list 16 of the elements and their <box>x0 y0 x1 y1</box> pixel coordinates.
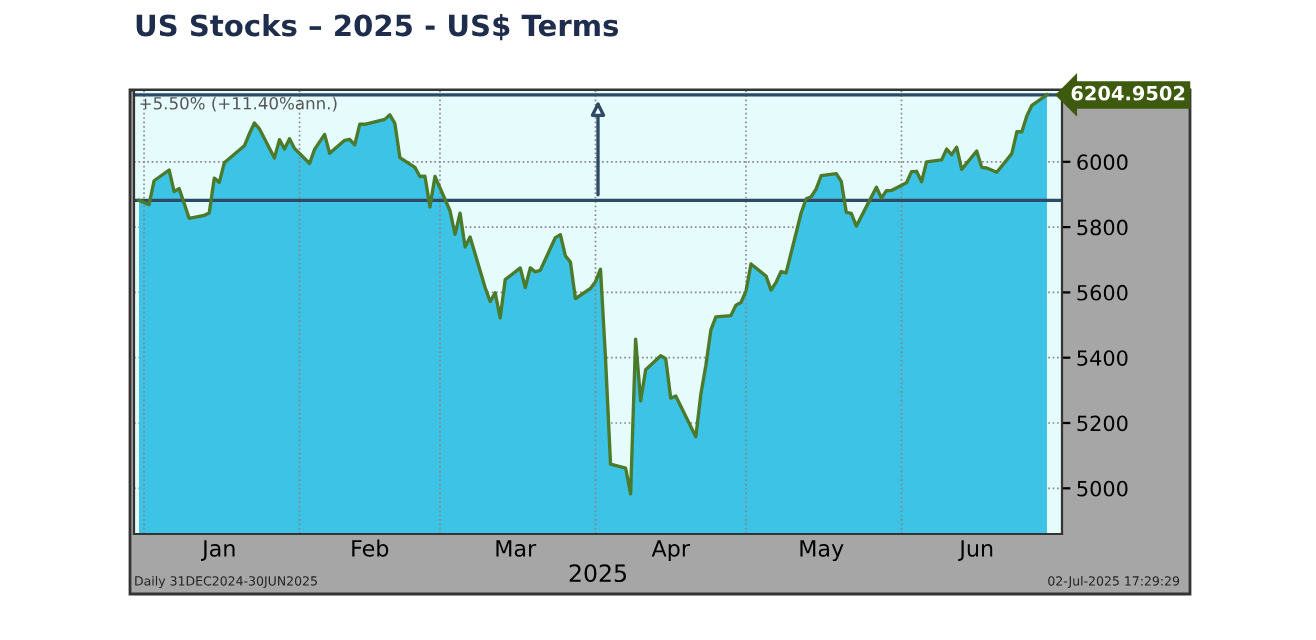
y-tick-label: 5400 <box>1077 350 1128 366</box>
x-tick-label: Jan <box>201 540 235 561</box>
y-tick-label: 5800 <box>1077 219 1128 236</box>
x-axis-title: 2025 <box>569 564 626 583</box>
y-tick-label: 5200 <box>1077 415 1128 432</box>
x-tick-label: Mar <box>496 540 537 557</box>
ref-line-label: 6204.9502 <box>1071 85 1185 101</box>
y-tick-label: 5600 <box>1077 284 1128 301</box>
y-tick-label: 6000 <box>1077 154 1128 171</box>
x-tick-label: Feb <box>352 539 389 557</box>
x-tick-label: May <box>800 540 844 562</box>
x-tick-label: Jun <box>958 540 993 561</box>
x-tick-label: Apr <box>651 540 690 562</box>
annotation: +5.50% (+11.40%ann.) <box>140 96 337 112</box>
chart-title: US Stocks – 2025 - US$ Terms <box>136 13 619 41</box>
y-tick-label: 5000 <box>1077 480 1128 497</box>
